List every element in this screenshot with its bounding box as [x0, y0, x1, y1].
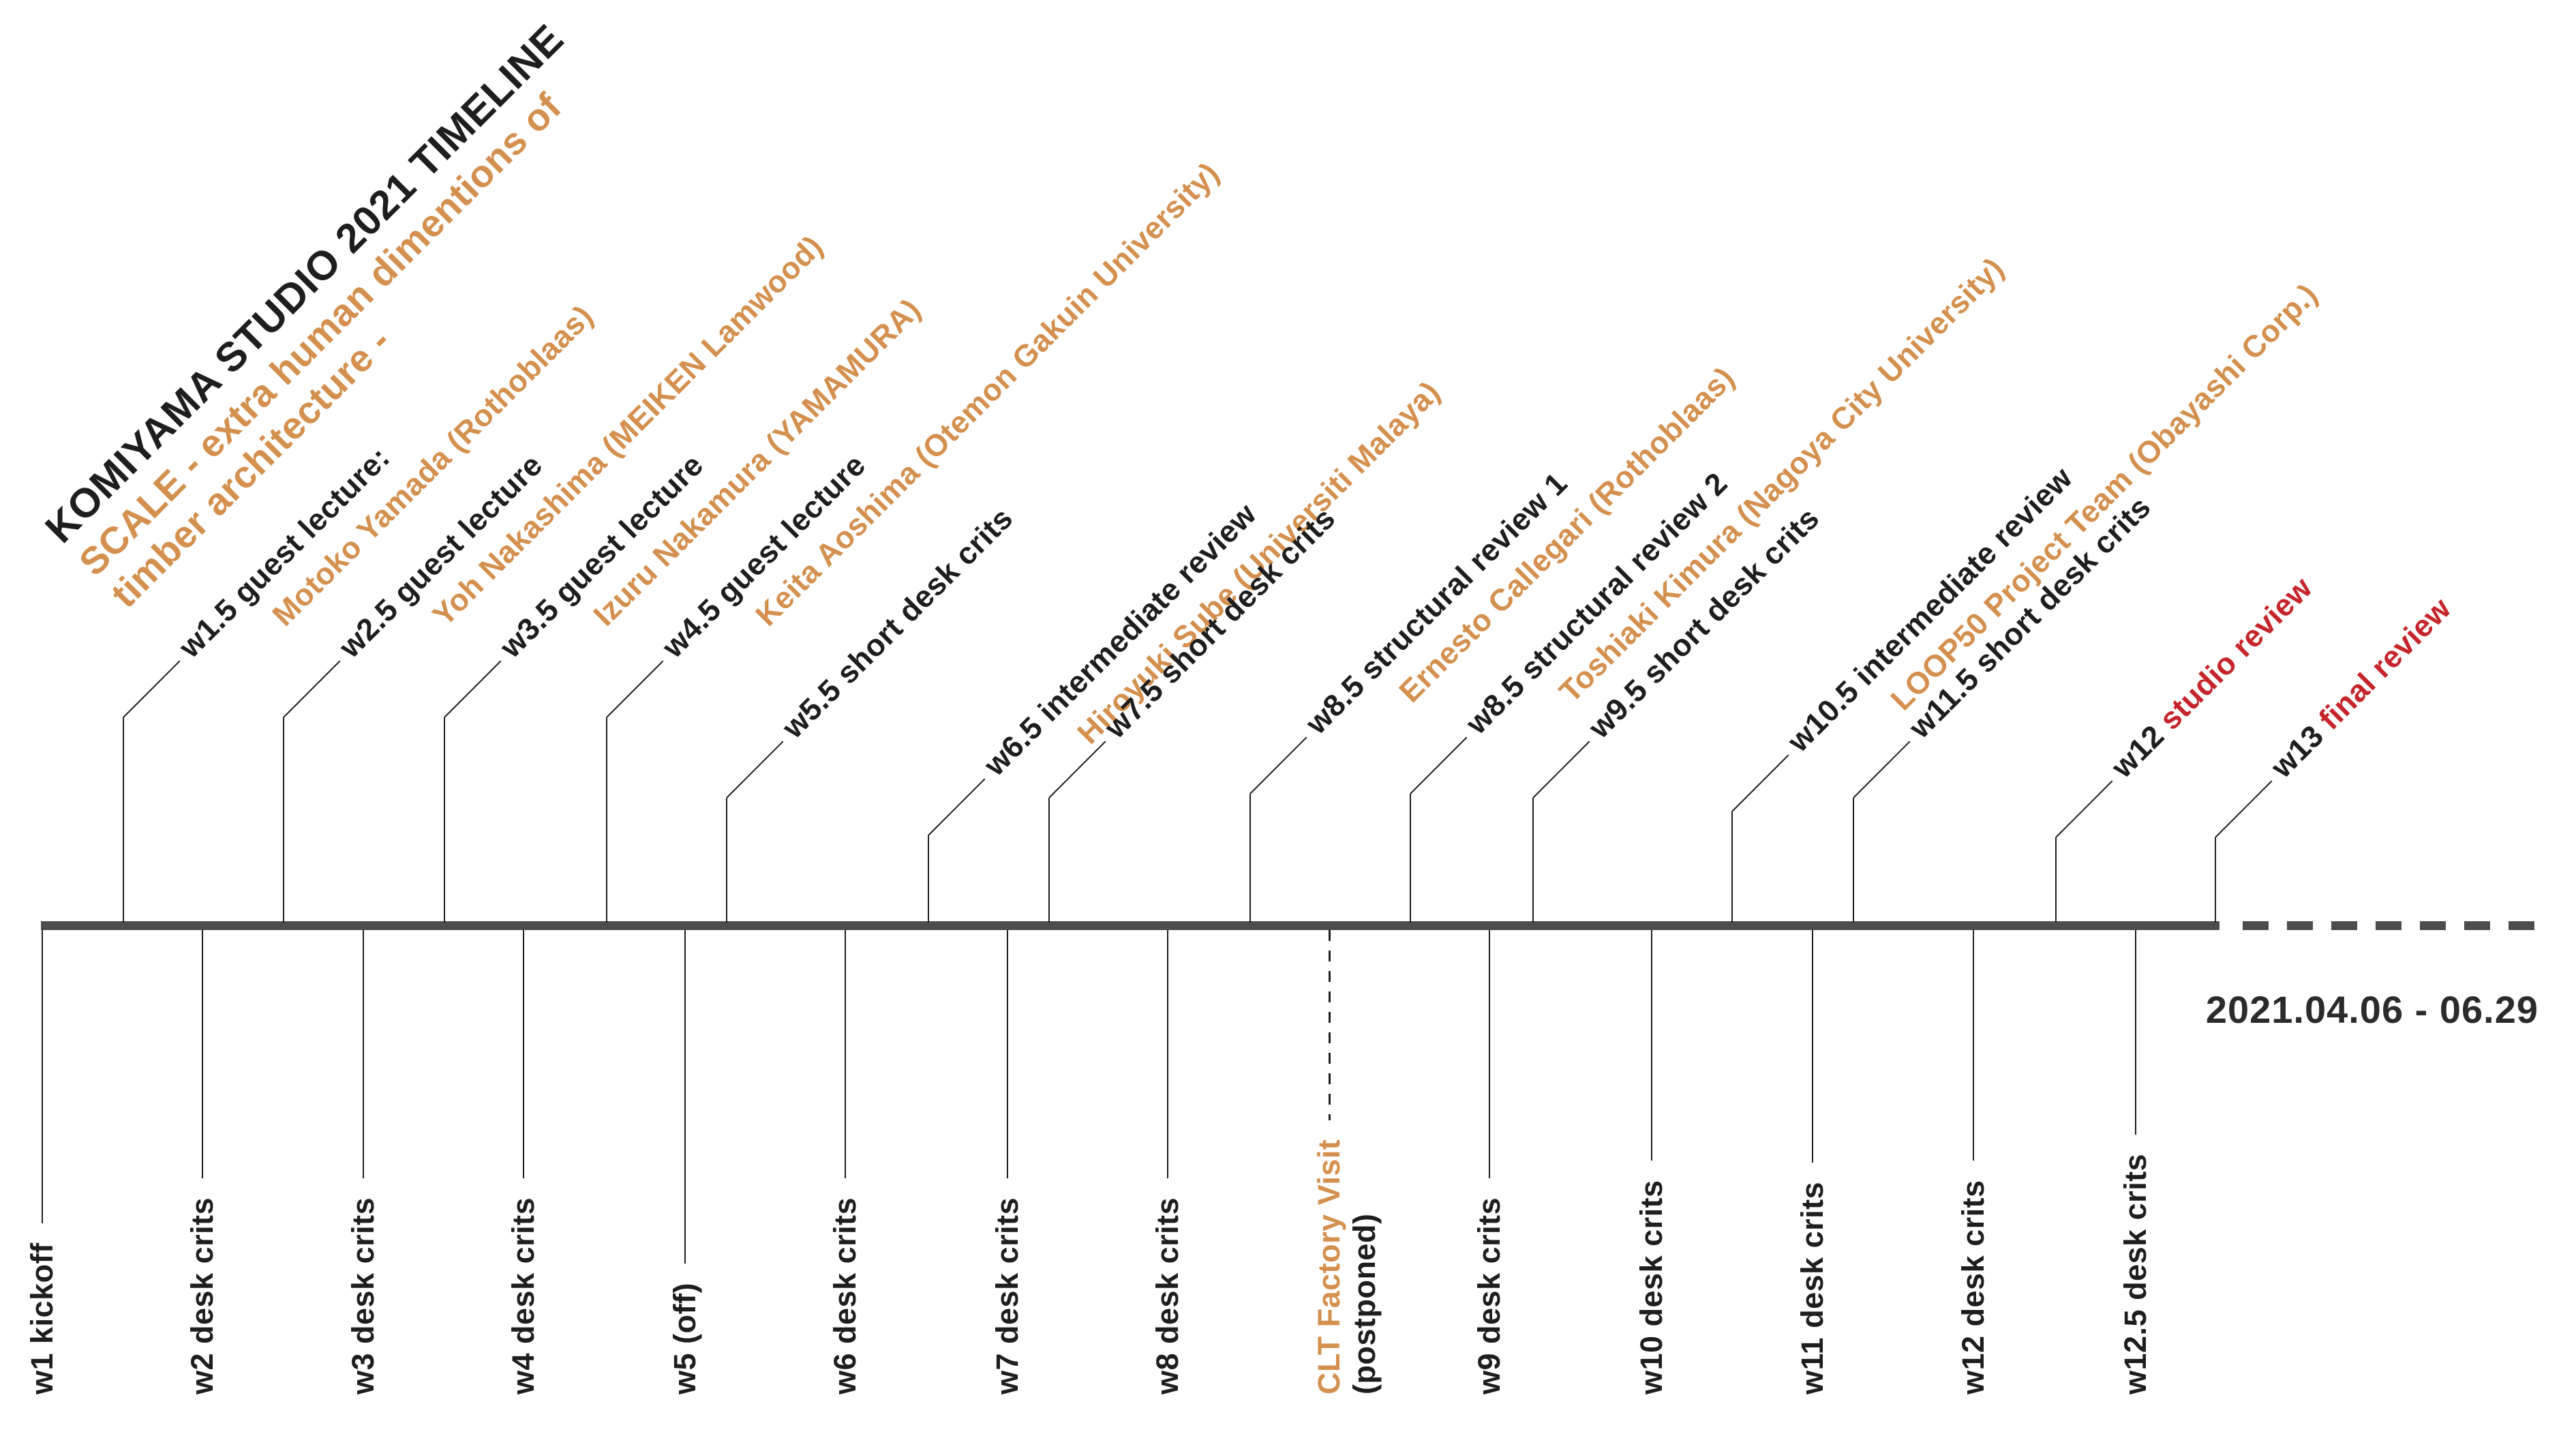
elbow-line-w4-5 — [606, 660, 664, 718]
elbow-line-w5-5 — [726, 741, 784, 798]
tick-below-w1 — [42, 930, 43, 1223]
label-text: final review — [2312, 591, 2458, 736]
event-below-w4: w4 desk crits — [506, 1197, 541, 1394]
tick-below-w8 — [1167, 930, 1168, 1178]
label-line: w9 desk crits — [1472, 1197, 1507, 1394]
label-text: w6 desk crits — [828, 1197, 862, 1394]
tick-above-w5-5 — [726, 798, 727, 923]
label-text: w5 (off) — [667, 1283, 702, 1394]
event-below-w9: w9 desk crits — [1472, 1197, 1507, 1394]
event-below-w7: w7 desk crits — [990, 1197, 1025, 1394]
label-text: CLT Factory Visit — [1312, 1139, 1346, 1394]
label-text: w9 desk crits — [1472, 1197, 1506, 1394]
label-text: w12.5 desk crits — [2118, 1153, 2153, 1394]
label-text: w10 desk crits — [1634, 1180, 1669, 1394]
label-text: w2 desk crits — [185, 1197, 219, 1394]
timeline-bar — [41, 921, 2219, 930]
label-text: (postponed) — [1347, 1213, 1382, 1394]
label-line: (postponed) — [1347, 1214, 1382, 1394]
label-text: studio review — [2152, 569, 2319, 736]
timeline-bar-dashed-extension — [2243, 921, 2539, 930]
tick-below-w3 — [363, 930, 364, 1178]
event-below-w6: w6 desk crits — [828, 1197, 863, 1394]
event-below-w11: w11 desk crits — [1795, 1182, 1830, 1394]
label-line: w2 desk crits — [185, 1197, 220, 1394]
elbow-line-w13 — [2215, 780, 2273, 838]
date-range-label: 2021.04.06 - 06.29 — [2205, 988, 2539, 1031]
label-text: w11 desk crits — [1795, 1181, 1830, 1394]
elbow-line-w1-5 — [123, 660, 181, 718]
label-text: w7 desk crits — [990, 1197, 1025, 1394]
tick-above-w7-5 — [1048, 798, 1050, 923]
label-text: w12 desk crits — [1956, 1180, 1990, 1394]
tick-above-w11-5 — [1853, 798, 1854, 923]
elbow-line-w3-5 — [444, 660, 502, 718]
tick-above-w10-5 — [1731, 811, 1733, 923]
label-line: w10 desk crits — [1634, 1180, 1669, 1394]
tick-above-w13 — [2215, 837, 2216, 923]
event-below-w12b: w12 desk crits — [1956, 1180, 1991, 1394]
tick-above-w3-5 — [444, 717, 445, 923]
label-line: w12 desk crits — [1956, 1180, 1991, 1394]
label-line: w1 kickoff — [25, 1242, 60, 1394]
label-text: w4 desk crits — [506, 1197, 541, 1394]
tick-above-w4-5 — [606, 717, 607, 923]
label-line: CLT Factory Visit — [1312, 1139, 1347, 1394]
tick-below-w6 — [845, 930, 846, 1178]
event-below-w8: w8 desk crits — [1150, 1197, 1185, 1394]
label-line: w3 desk crits — [346, 1197, 381, 1394]
tick-above-w2-5 — [283, 717, 284, 923]
tick-below-w5 — [684, 930, 686, 1264]
tick-below-w7 — [1007, 930, 1008, 1178]
tick-above-w8-5a — [1249, 794, 1251, 923]
label-line: w4 desk crits — [506, 1197, 541, 1394]
tick-above-w9-5 — [1532, 798, 1534, 923]
tick-below-w12-5 — [2135, 930, 2136, 1135]
elbow-line-w8-5b — [1410, 736, 1468, 794]
event-below-w10: w10 desk crits — [1634, 1180, 1669, 1394]
tick-below-w10 — [1651, 930, 1652, 1161]
tick-below-w2 — [202, 930, 203, 1178]
event-below-w1: w1 kickoff — [25, 1242, 60, 1394]
event-below-w2: w2 desk crits — [185, 1197, 220, 1394]
tick-above-w12 — [2055, 837, 2057, 923]
tick-below-w12b — [1973, 930, 1974, 1161]
label-text: w8 desk crits — [1150, 1197, 1185, 1394]
tick-below-w9 — [1489, 930, 1490, 1178]
label-line: w12.5 desk crits — [2118, 1154, 2153, 1394]
tick-above-w6-5 — [928, 835, 929, 923]
tick-below-w11 — [1812, 930, 1813, 1163]
tick-above-w8-5b — [1410, 794, 1411, 923]
elbow-line-w10-5 — [1731, 754, 1789, 812]
label-text: w3 desk crits — [346, 1197, 380, 1394]
tick-below-w4 — [523, 930, 524, 1178]
tick-above-w1-5 — [123, 717, 124, 923]
label-line: w8 desk crits — [1150, 1197, 1185, 1394]
event-below-w5: w5 (off) — [667, 1283, 703, 1394]
tick-below-clt-dashed — [1329, 930, 1331, 1120]
elbow-line-w12 — [2055, 780, 2113, 838]
elbow-line-w6-5 — [928, 778, 986, 836]
elbow-line-w8-5a — [1249, 736, 1307, 794]
event-below-clt: CLT Factory Visit (postponed) — [1312, 1139, 1382, 1394]
label-line: w5 (off) — [667, 1283, 703, 1394]
label-line: w11 desk crits — [1795, 1182, 1830, 1394]
label-line: w6 desk crits — [828, 1197, 863, 1394]
label-text: w1 kickoff — [25, 1242, 59, 1394]
elbow-line-w2-5 — [283, 660, 341, 718]
event-below-w3: w3 desk crits — [346, 1197, 381, 1394]
label-line: w7 desk crits — [990, 1197, 1025, 1394]
event-below-w12-5: w12.5 desk crits — [2118, 1154, 2153, 1394]
